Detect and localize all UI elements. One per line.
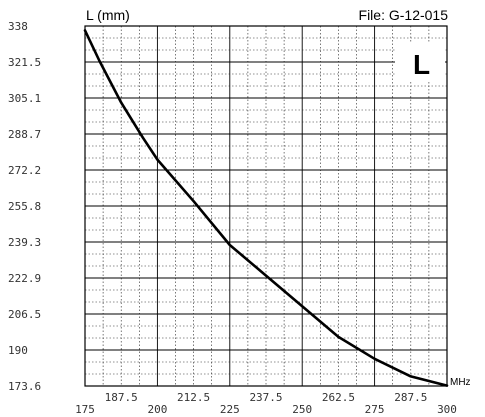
corner-letter: L	[413, 49, 430, 80]
y-tick-label: 272.2	[8, 164, 41, 177]
x-tick-label-lower: 200	[147, 403, 167, 416]
y-axis-label: L (mm)	[86, 7, 130, 23]
y-tick-label: 338	[8, 20, 28, 33]
y-tick-label: 222.9	[8, 272, 41, 285]
x-tick-label-lower: 300	[437, 403, 457, 416]
y-tick-label: 190	[8, 344, 28, 357]
x-tick-label-lower: 225	[220, 403, 240, 416]
y-tick-label: 173.6	[8, 380, 41, 393]
x-tick-label-upper: 237.5	[249, 391, 282, 404]
x-axis-ticks: 175 200 225 250 275 300 187.5 212.5 237.5 262.5 28…	[75, 391, 457, 416]
x-tick-label-upper: 212.5	[177, 391, 210, 404]
y-tick-label: 305.1	[8, 92, 41, 105]
plot-border	[84, 25, 448, 387]
y-tick-label: 239.3	[8, 236, 41, 249]
data-line	[83, 29, 449, 387]
x-tick-label-lower: 175	[75, 403, 95, 416]
corner-letter-box	[395, 42, 445, 80]
y-tick-label: 206.5	[8, 308, 41, 321]
y-tick-label: 288.7	[8, 128, 41, 141]
x-tick-label-upper: 287.5	[394, 391, 427, 404]
x-tick-label-lower: 275	[365, 403, 385, 416]
y-tick-label: 255.8	[8, 200, 41, 213]
x-tick-label-upper: 187.5	[105, 391, 138, 404]
x-axis-label: MHz	[450, 377, 471, 388]
plot-frame	[84, 25, 448, 387]
y-axis-ticks: 338 321.5 305.1 288.7 272.2 255.8 239.3 222.9 20…	[8, 20, 41, 393]
x-tick-label-lower: 250	[292, 403, 312, 416]
file-label: File: G-12-015	[359, 7, 449, 23]
y-tick-label: 321.5	[8, 56, 41, 69]
grid	[84, 25, 448, 387]
x-tick-label-upper: 262.5	[322, 391, 355, 404]
